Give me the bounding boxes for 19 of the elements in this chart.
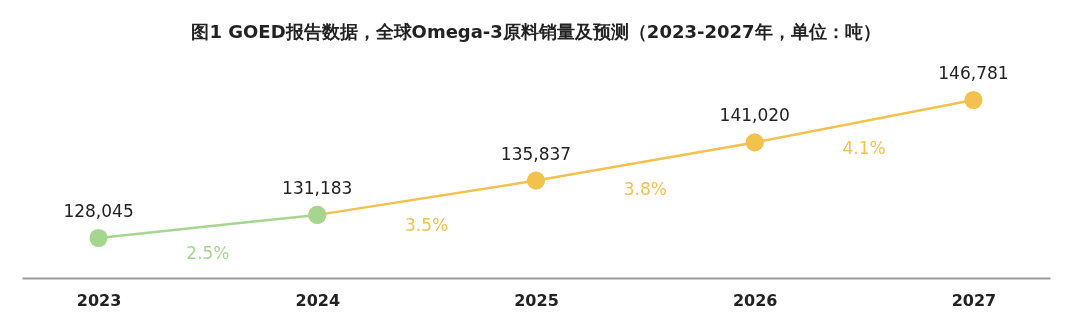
point <box>89 228 108 248</box>
annotation: 4.1% <box>842 138 886 159</box>
x-tick-label: 2027 <box>951 290 997 310</box>
data-label: 131,183 <box>282 177 353 198</box>
data-label: 146,781 <box>938 63 1009 83</box>
text: 2.5% <box>186 243 230 264</box>
annotation: 3.5% <box>405 214 449 235</box>
x-tick-label: 2024 <box>295 290 341 310</box>
annotation: 3.8% <box>623 178 667 199</box>
point <box>745 133 764 152</box>
data-label: 128,045 <box>63 201 134 221</box>
chart-title: 图1 GOED报告数据，全球Omega-3原料销量及预测（2023-2027年，单位：吨） <box>191 21 881 42</box>
data-label: 135,837 <box>500 143 572 164</box>
data-label: 141,020 <box>719 105 790 126</box>
x-tick-label: 2025 <box>514 290 559 310</box>
x-tick-label: 2023 <box>76 290 122 310</box>
x-tick-label: 2026 <box>732 290 778 310</box>
point <box>964 90 983 110</box>
point <box>526 171 546 190</box>
